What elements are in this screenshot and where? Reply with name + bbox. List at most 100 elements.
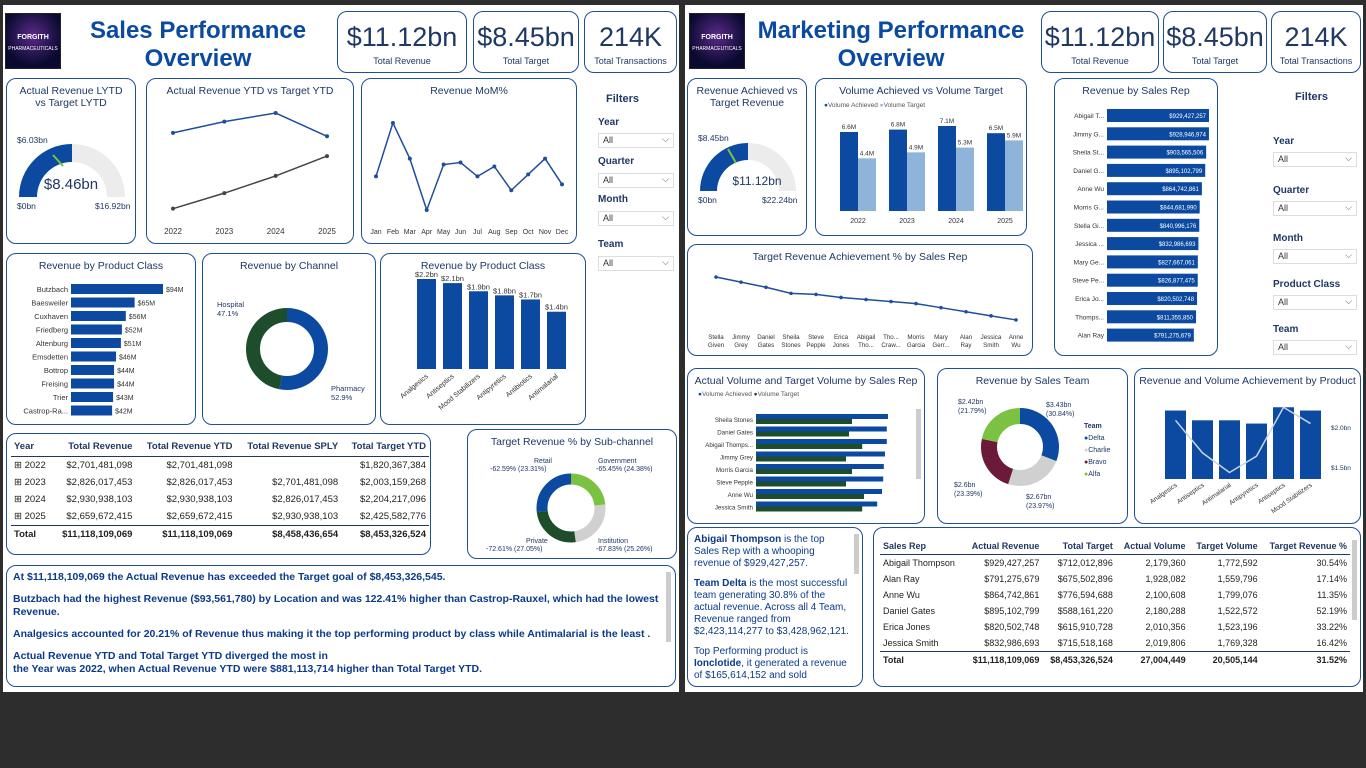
data-label: 5.3M bbox=[958, 140, 972, 147]
data-point bbox=[458, 160, 463, 165]
data-label: $844,681,990 bbox=[1160, 206, 1197, 212]
x-tick-label: Tho... bbox=[858, 342, 874, 349]
table-cell[interactable]: ⊞ 2023 bbox=[14, 477, 46, 488]
column-header[interactable]: Total Revenue SPLY bbox=[247, 441, 339, 452]
x-tick-label: Jimmy bbox=[732, 334, 751, 341]
table-cell: 27,004,449 bbox=[1140, 655, 1186, 665]
kpi-total-revenue: $11.12bn Total Revenue bbox=[1041, 11, 1159, 73]
year-dropdown[interactable]: All ⌵ bbox=[598, 133, 674, 148]
data-label: $929,427,257 bbox=[1169, 114, 1206, 120]
team-donut bbox=[981, 408, 1059, 486]
data-label: $820,502,748 bbox=[1157, 297, 1194, 303]
quarter-dropdown[interactable]: All ⌵ bbox=[1273, 201, 1357, 216]
product-card: Revenue by Product Class $2.2bn Analgesic… bbox=[380, 253, 586, 425]
column-header[interactable]: Year bbox=[14, 441, 35, 452]
mom-line-chart: Jan Feb Mar Apr May Jun Jul Aug Sep Oct Nov Dec bbox=[370, 120, 569, 236]
data-point bbox=[222, 119, 227, 124]
table-cell[interactable]: ⊞ 2024 bbox=[14, 494, 46, 505]
table-cell: $8,458,436,654 bbox=[272, 529, 339, 540]
category-label: Erica Jo... bbox=[1075, 296, 1104, 303]
bar bbox=[1107, 255, 1198, 269]
category-label: Bottrop bbox=[44, 366, 68, 375]
team-dropdown[interactable]: All ⌵ bbox=[598, 256, 674, 271]
x-tick-label: Jul bbox=[473, 229, 482, 236]
data-point bbox=[1014, 318, 1018, 322]
scrollbar[interactable] bbox=[854, 534, 859, 574]
table-cell[interactable]: ⊞ 2022 bbox=[14, 460, 46, 471]
data-label: $903,565,506 bbox=[1166, 151, 1203, 157]
x-tick-label: Mary bbox=[934, 334, 949, 341]
scrollbar[interactable] bbox=[666, 572, 671, 642]
table-cell bbox=[236, 457, 342, 475]
data-label: $94M bbox=[166, 287, 184, 294]
column-header[interactable]: Sales Rep bbox=[883, 541, 927, 551]
bar bbox=[1107, 200, 1200, 214]
data-point bbox=[492, 164, 497, 169]
salesrep-table: Sales Rep Actual Revenue Total Target Actua… bbox=[880, 538, 1350, 668]
month-dropdown[interactable]: All ⌵ bbox=[598, 211, 674, 226]
total-row: Total $11,118,109,069 $8,453,326,524 27,004… bbox=[880, 651, 1350, 669]
data-label: $1.4bn bbox=[545, 303, 568, 312]
x-tick-label: Jessica bbox=[981, 334, 1002, 341]
table-row: ⊞ 2025 $2,659,672,415 $2,659,672,415 $2,930… bbox=[11, 508, 429, 526]
table-cell: 2,100,608 bbox=[1145, 590, 1186, 600]
column-header[interactable]: Total Revenue bbox=[68, 441, 133, 452]
column-header[interactable]: Total Target YTD bbox=[351, 441, 426, 452]
x-tick-label: 2025 bbox=[318, 227, 336, 236]
table-cell: $615,910,728 bbox=[1057, 622, 1113, 632]
bar bbox=[756, 419, 852, 424]
category-label: Steve Pepple bbox=[716, 480, 753, 487]
chart-title: Revenue and Volume Achievement by Produc… bbox=[1139, 375, 1356, 387]
series-line bbox=[1174, 406, 1311, 474]
x-tick-label: 2023 bbox=[899, 218, 915, 225]
column-header[interactable]: Target Revenue % bbox=[1269, 541, 1347, 551]
table-row: Erica Jones $820,502,748 $615,910,728 2,010… bbox=[880, 619, 1350, 635]
quarter-dropdown[interactable]: All ⌵ bbox=[598, 173, 674, 188]
column-header[interactable]: Actual Volume bbox=[1123, 541, 1186, 551]
chart-title: Actual Revenue LYTD vs Target LYTD bbox=[19, 85, 123, 109]
year-table: Year Total Revenue Total Revenue YTD Total … bbox=[11, 437, 429, 543]
data-label: 6.5M bbox=[989, 125, 1003, 132]
category-label: Jessica Smith bbox=[715, 505, 754, 512]
scrollbar[interactable] bbox=[1352, 540, 1357, 620]
column-header[interactable]: Total Revenue YTD bbox=[146, 441, 233, 452]
bar bbox=[71, 338, 121, 348]
column-header[interactable]: Total Target bbox=[1062, 541, 1113, 551]
volrep-bar-chart: Sheila Stones Daniel Gates Abigail Thomps.… bbox=[705, 414, 888, 512]
data-point bbox=[374, 174, 378, 179]
x-tick-label: Stones bbox=[781, 342, 800, 349]
column-header[interactable]: Actual Revenue bbox=[971, 541, 1040, 551]
table-cell: $588,161,220 bbox=[1057, 606, 1113, 616]
chart-title: Volume Achieved vs Volume Target bbox=[839, 85, 1003, 97]
subchannel-card: Target Revenue % by Sub-channel Retail -… bbox=[467, 429, 677, 559]
month-dropdown[interactable]: All ⌵ bbox=[1273, 249, 1357, 264]
table-cell: Abigail Thompson bbox=[883, 558, 955, 568]
chart-title: Target Revenue % by Sub-channel bbox=[490, 436, 654, 448]
product-class-dropdown[interactable]: All ⌵ bbox=[1273, 295, 1357, 310]
bar bbox=[1107, 218, 1200, 232]
bar bbox=[1107, 163, 1206, 177]
table-cell: 2,180,288 bbox=[1145, 606, 1186, 616]
table-cell: Anne Wu bbox=[883, 590, 920, 600]
category-label: Baesweiler bbox=[31, 299, 68, 308]
bar bbox=[756, 489, 882, 494]
table-cell[interactable]: ⊞ 2025 bbox=[14, 511, 46, 522]
data-label: $928,946,974 bbox=[1169, 132, 1206, 138]
data-point bbox=[222, 191, 227, 196]
table-cell: 11.35% bbox=[1317, 590, 1347, 600]
table-cell: $820,502,748 bbox=[984, 622, 1040, 632]
table-cell: $2,659,672,415 bbox=[166, 511, 233, 522]
column-header[interactable]: Target Volume bbox=[1196, 541, 1258, 551]
scrollbar[interactable] bbox=[916, 409, 921, 479]
team-dropdown[interactable]: All ⌵ bbox=[1273, 340, 1357, 355]
mom-card: Revenue MoM% Jan Feb Mar Apr May Jun Jul Aug Sep… bbox=[361, 78, 577, 244]
year-dropdown[interactable]: All ⌵ bbox=[1273, 152, 1357, 167]
gauge-chart bbox=[19, 144, 125, 197]
table-row: ⊞ 2023 $2,826,017,453 $2,826,017,453 $2,701… bbox=[11, 474, 429, 491]
bar bbox=[907, 152, 925, 211]
team-legend: Team ●Delta ●Charlie ●Bravo ●Alfa bbox=[1084, 423, 1111, 478]
total-row: Total $11,118,109,069 $11,118,109,069 $8,45… bbox=[11, 525, 429, 544]
bar bbox=[889, 129, 907, 211]
x-tick-label: Feb bbox=[387, 229, 399, 236]
bar bbox=[71, 405, 113, 416]
